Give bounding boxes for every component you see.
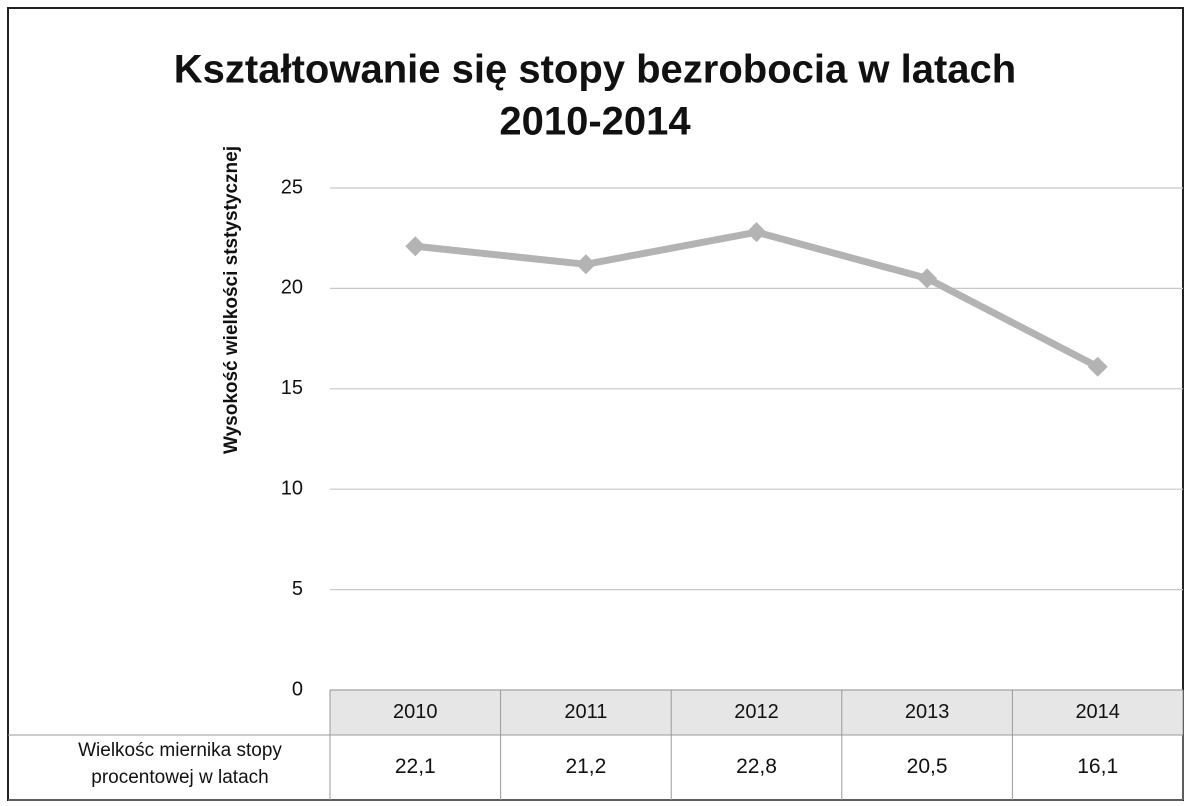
marker: [575, 254, 596, 275]
chart-title: 2010-2014: [499, 100, 691, 144]
y-tick-label: 20: [281, 277, 303, 299]
data-label: 21,2: [565, 755, 606, 778]
legend-cell: Wielkośc miernika stopy procentowej w la…: [78, 740, 282, 788]
data-label: 22,8: [736, 755, 777, 778]
chart-title: Kształtowanie się stopy bezrobocia w lat…: [174, 48, 1016, 92]
y-tick-label: 5: [292, 578, 303, 600]
y-tick-label: 10: [281, 477, 303, 499]
x-tick-label: 2010: [393, 701, 438, 723]
x-tick-label: 2011: [564, 701, 607, 723]
y-axis-label: Wysokość wielkości ststystycznej: [221, 146, 242, 454]
data-label: 22,1: [395, 755, 436, 778]
data-label: 20,5: [907, 755, 948, 778]
marker: [746, 222, 767, 243]
marker: [405, 236, 426, 257]
marker: [917, 268, 938, 289]
chart-border: [7, 7, 1184, 801]
x-tick-label: 2012: [734, 701, 779, 723]
marker: [1087, 356, 1108, 377]
y-tick-label: 0: [292, 678, 303, 700]
y-tick-label: 15: [281, 377, 303, 399]
x-tick-label: 2013: [905, 701, 950, 723]
x-tick-label: 2014: [1075, 701, 1120, 723]
y-tick-label: 25: [281, 176, 303, 198]
data-label: 16,1: [1077, 755, 1118, 778]
series-name: Wielkośc miernika stopy procentowej w la…: [78, 740, 282, 788]
table-header-bg: [330, 690, 1183, 735]
